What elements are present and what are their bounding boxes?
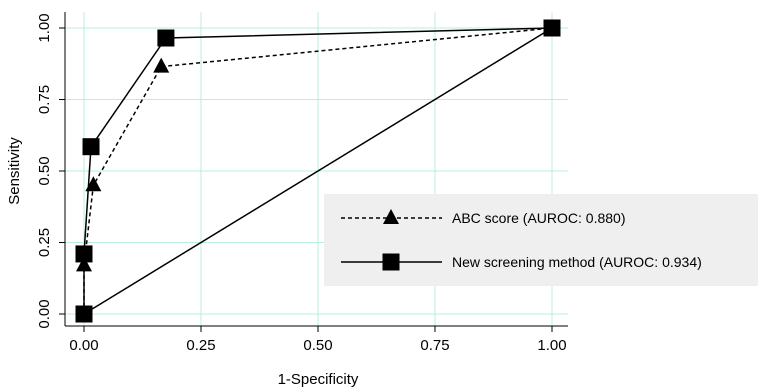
legend-entry: ABC score (AUROC: 0.880)	[341, 209, 626, 226]
legend-triangle-icon	[383, 209, 399, 224]
legend: ABC score (AUROC: 0.880) New screening me…	[324, 194, 758, 286]
y-axis-title: Sensitivity	[6, 137, 23, 205]
square-data-point	[82, 138, 100, 156]
y-tick-label: 0.25	[36, 228, 53, 257]
triangle-data-point	[76, 256, 92, 272]
axes: 0.00 0.25 0.50 0.75 1.00 0.00 0.25 0.50 0.75 1.00	[36, 12, 568, 354]
x-tick-label: 0.25	[186, 337, 215, 354]
triangle-data-point	[153, 57, 170, 73]
x-tick-label: 0.50	[303, 337, 332, 354]
y-tick-label: 0.75	[36, 85, 53, 114]
series-line	[83, 27, 553, 315]
y-tick-label: 0.50	[36, 156, 53, 185]
x-tick-label: 1.00	[537, 337, 566, 354]
legend-square-icon	[382, 253, 400, 271]
series-reference	[83, 27, 553, 315]
square-data-point	[75, 245, 93, 263]
x-tick-label: 0.75	[420, 337, 449, 354]
square-data-point	[157, 29, 175, 47]
legend-entry: New screening method (AUROC: 0.934)	[341, 253, 702, 271]
y-tick-label: 0.00	[36, 299, 53, 328]
x-axis-title: 1-Specificity	[278, 371, 359, 387]
series-layer	[75, 19, 561, 323]
legend-box	[324, 194, 758, 286]
legend-label: New screening method (AUROC: 0.934)	[452, 254, 702, 270]
triangle-data-point	[85, 176, 102, 192]
square-data-point	[543, 19, 561, 37]
square-data-point	[75, 305, 93, 323]
grid-lines	[65, 12, 568, 326]
x-tick-label: 0.00	[69, 337, 98, 354]
legend-label: ABC score (AUROC: 0.880)	[452, 210, 626, 226]
y-tick-label: 1.00	[36, 13, 53, 42]
